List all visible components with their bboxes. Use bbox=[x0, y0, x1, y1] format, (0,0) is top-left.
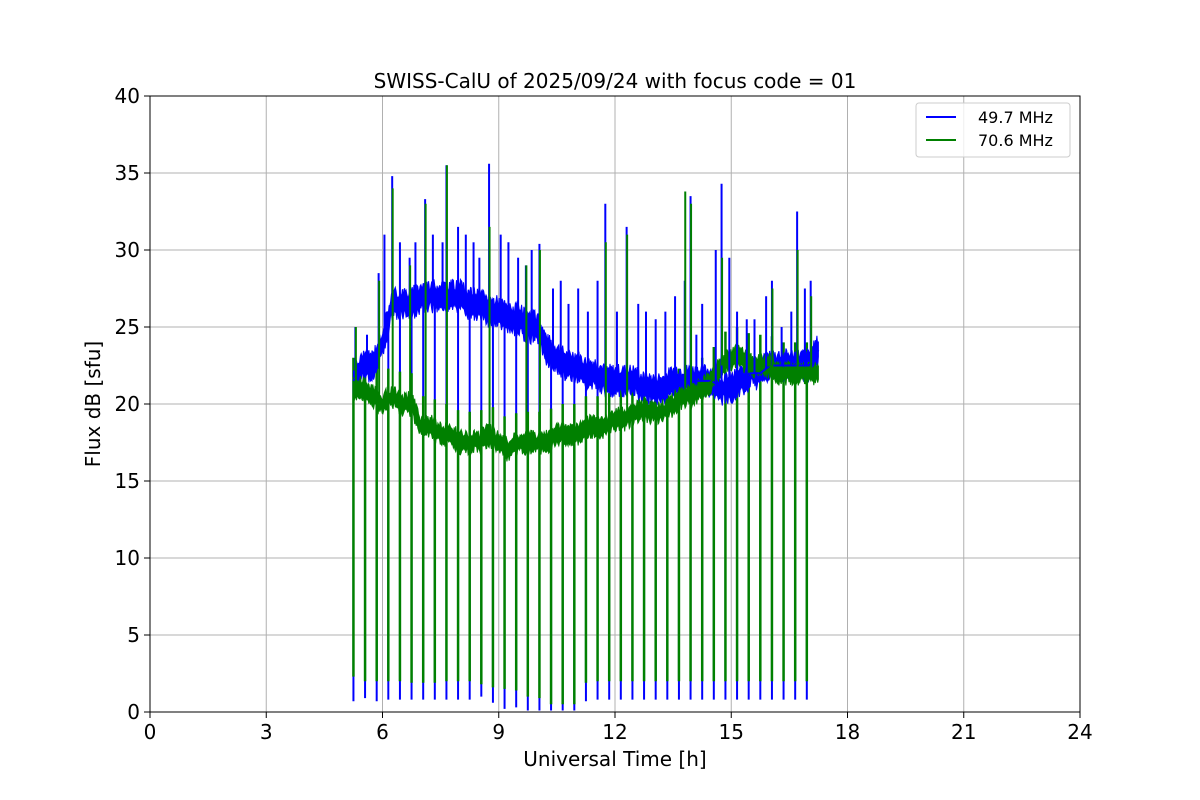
y-tick-label: 5 bbox=[127, 623, 140, 647]
x-tick-label: 3 bbox=[260, 720, 273, 744]
legend: 49.7 MHz 70.6 MHz bbox=[915, 102, 1071, 158]
x-tick-label: 24 bbox=[1067, 720, 1092, 744]
legend-label-70-6-mhz: 70.6 MHz bbox=[978, 131, 1053, 150]
x-tick-label: 9 bbox=[492, 720, 505, 744]
legend-label-49-7-mhz: 49.7 MHz bbox=[978, 108, 1053, 127]
x-axis-title: Universal Time [h] bbox=[523, 747, 706, 771]
series-line-70-6-mhz bbox=[353, 356, 819, 452]
y-axis-title: Flux dB [sfu] bbox=[81, 341, 105, 467]
y-tick-label: 10 bbox=[115, 546, 140, 570]
series-band-green bbox=[352, 343, 819, 462]
x-tick-label: 12 bbox=[602, 720, 627, 744]
y-tick-label: 40 bbox=[115, 84, 140, 108]
x-tick-label: 18 bbox=[835, 720, 860, 744]
y-tick-label: 15 bbox=[115, 469, 140, 493]
series-line-49-7-mhz bbox=[352, 295, 820, 390]
calibration-dips bbox=[352, 296, 809, 711]
y-tick-label: 0 bbox=[127, 700, 140, 724]
x-tick-label: 0 bbox=[144, 720, 157, 744]
x-tick-label: 21 bbox=[951, 720, 976, 744]
x-tick-label: 15 bbox=[719, 720, 744, 744]
spikes bbox=[354, 163, 813, 443]
y-tick-label: 35 bbox=[115, 161, 140, 185]
y-tick-label: 30 bbox=[115, 238, 140, 262]
chart-title: SWISS-CalU of 2025/09/24 with focus code… bbox=[374, 69, 857, 93]
axis-ticks: 0 3 6 9 12 15 18 21 24 0 5 10 15 20 25 30 35 40 bbox=[115, 84, 1093, 744]
y-tick-label: 25 bbox=[115, 315, 140, 339]
y-tick-label: 20 bbox=[115, 392, 140, 416]
x-tick-label: 6 bbox=[376, 720, 389, 744]
